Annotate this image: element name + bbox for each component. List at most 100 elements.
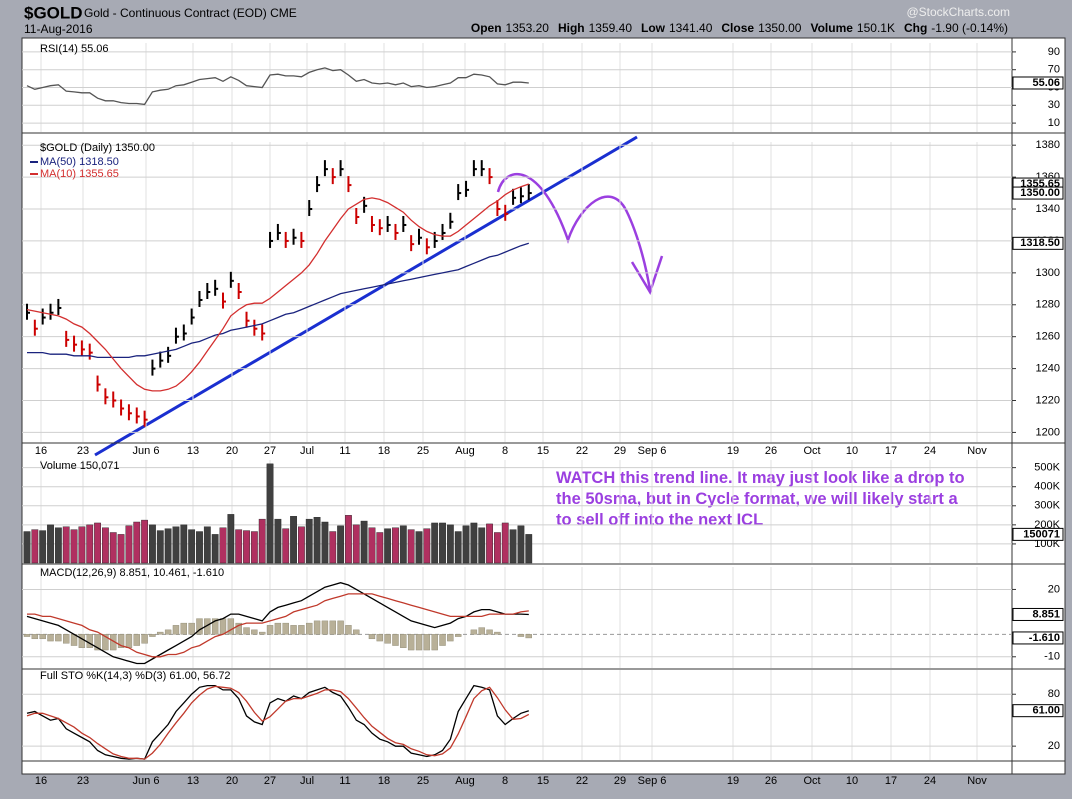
volume-bar bbox=[227, 514, 235, 564]
volume-bar bbox=[305, 518, 313, 564]
x-tick-label: 11 bbox=[339, 445, 350, 457]
volume-bar bbox=[290, 516, 297, 564]
histogram-bar bbox=[157, 631, 164, 635]
histogram-bar bbox=[47, 634, 54, 642]
y-tick-label: 1300 bbox=[1036, 267, 1060, 279]
y-tick-label: 1280 bbox=[1036, 299, 1060, 311]
value-tag-label: 150071 bbox=[1023, 528, 1060, 540]
histogram-bar bbox=[525, 634, 532, 639]
quote-value: 1353.20 bbox=[506, 21, 550, 35]
x-tick-label: 17 bbox=[885, 775, 897, 787]
histogram-bar bbox=[251, 629, 258, 635]
x-tick-label: 27 bbox=[264, 445, 276, 457]
volume-bar bbox=[399, 525, 407, 564]
y-tick-label: 10 bbox=[1048, 117, 1060, 129]
value-tag bbox=[1012, 607, 1064, 621]
volume-bar bbox=[133, 521, 141, 564]
volume-bar bbox=[494, 532, 501, 564]
value-tag bbox=[1012, 76, 1064, 90]
quote-value: 1341.40 bbox=[669, 21, 713, 35]
x-tick-label: 23 bbox=[77, 775, 89, 787]
histogram-bar bbox=[400, 634, 407, 648]
x-tick-label: 18 bbox=[378, 445, 390, 457]
y-tick-label: 20 bbox=[1048, 583, 1060, 595]
volume-bar bbox=[250, 531, 258, 564]
volume-bar bbox=[525, 534, 533, 564]
histogram-bar bbox=[259, 631, 266, 635]
x-tick-label: Jun 6 bbox=[133, 775, 160, 787]
arrow-head bbox=[630, 255, 664, 295]
symbol-name: Gold - Continuous Contract (EOD) CME bbox=[84, 6, 297, 20]
histogram-bar bbox=[180, 622, 188, 635]
histogram-bar bbox=[188, 622, 195, 635]
plot-area bbox=[21, 37, 1013, 775]
volume-bar bbox=[470, 522, 478, 564]
x-tick-label: Oct bbox=[803, 775, 820, 787]
y-tick-label: 1200 bbox=[1036, 426, 1060, 438]
value-tag bbox=[1012, 527, 1064, 541]
histogram-bar bbox=[470, 629, 478, 635]
y-tick-label: 90 bbox=[1048, 46, 1060, 58]
x-tick-label: Nov bbox=[967, 445, 987, 457]
y-tick-label: 400K bbox=[1034, 481, 1060, 493]
volume-bar bbox=[39, 530, 47, 564]
series-line bbox=[26, 67, 529, 106]
histogram-bar bbox=[141, 634, 148, 644]
volume-bar bbox=[454, 531, 462, 564]
x-tick-label: 27 bbox=[264, 775, 276, 787]
x-tick-label: 18 bbox=[378, 775, 390, 787]
histogram-bar bbox=[94, 634, 101, 651]
histogram-bar bbox=[266, 625, 274, 635]
series-line bbox=[26, 582, 529, 665]
x-tick-label: 8 bbox=[502, 445, 508, 457]
volume-bar bbox=[62, 526, 70, 564]
histogram-bar bbox=[31, 634, 39, 640]
x-tick-label: 24 bbox=[924, 445, 936, 457]
histogram-bar bbox=[290, 625, 297, 635]
histogram-bar bbox=[494, 631, 501, 635]
volume-bar bbox=[313, 517, 321, 564]
volume-bar bbox=[321, 521, 329, 564]
volume-bar bbox=[219, 527, 227, 564]
volume-bar bbox=[180, 524, 188, 564]
series-line bbox=[26, 684, 530, 760]
x-tick-label: 11 bbox=[339, 775, 350, 787]
x-tick-label: 8 bbox=[502, 775, 508, 787]
value-tag bbox=[1012, 704, 1064, 718]
histogram-bar bbox=[149, 634, 156, 637]
volume-bar bbox=[431, 522, 439, 564]
volume-bar bbox=[517, 525, 525, 564]
volume-bar bbox=[149, 524, 156, 564]
quote-label: Chg bbox=[904, 21, 927, 35]
volume-bar bbox=[376, 532, 384, 564]
volume-bar bbox=[423, 528, 431, 564]
volume-bar bbox=[274, 518, 282, 564]
x-tick-label: 25 bbox=[417, 445, 429, 457]
histogram-bar bbox=[55, 634, 62, 642]
series-line bbox=[26, 685, 530, 760]
histogram-bar bbox=[431, 634, 438, 651]
legend-entry: MA(10) 1355.65 bbox=[40, 168, 119, 180]
histogram-bar bbox=[455, 634, 462, 637]
volume-bar bbox=[368, 527, 376, 564]
volume-bar bbox=[54, 527, 62, 564]
volume-bar bbox=[337, 525, 344, 564]
x-tick-label: Jul bbox=[300, 445, 314, 457]
x-tick-label: 24 bbox=[924, 775, 936, 787]
quote: Open 1353.20 High 1359.40 Low 1341.40 Close 135… bbox=[471, 21, 1008, 35]
x-tick-label: 25 bbox=[417, 775, 429, 787]
volume-bar bbox=[94, 522, 101, 564]
volume-bar bbox=[407, 529, 415, 564]
histogram-bar bbox=[219, 618, 227, 635]
volume-bar bbox=[266, 463, 274, 564]
y-tick-label: 80 bbox=[1048, 688, 1060, 700]
volume-bar bbox=[235, 529, 243, 564]
value-tag bbox=[1012, 186, 1064, 200]
x-tick-label: Oct bbox=[803, 445, 820, 457]
histogram-bar bbox=[329, 620, 336, 635]
histogram-bar bbox=[306, 622, 313, 635]
x-tick-label: 22 bbox=[576, 445, 588, 457]
histogram-bar bbox=[86, 634, 93, 648]
series-line bbox=[26, 183, 530, 392]
